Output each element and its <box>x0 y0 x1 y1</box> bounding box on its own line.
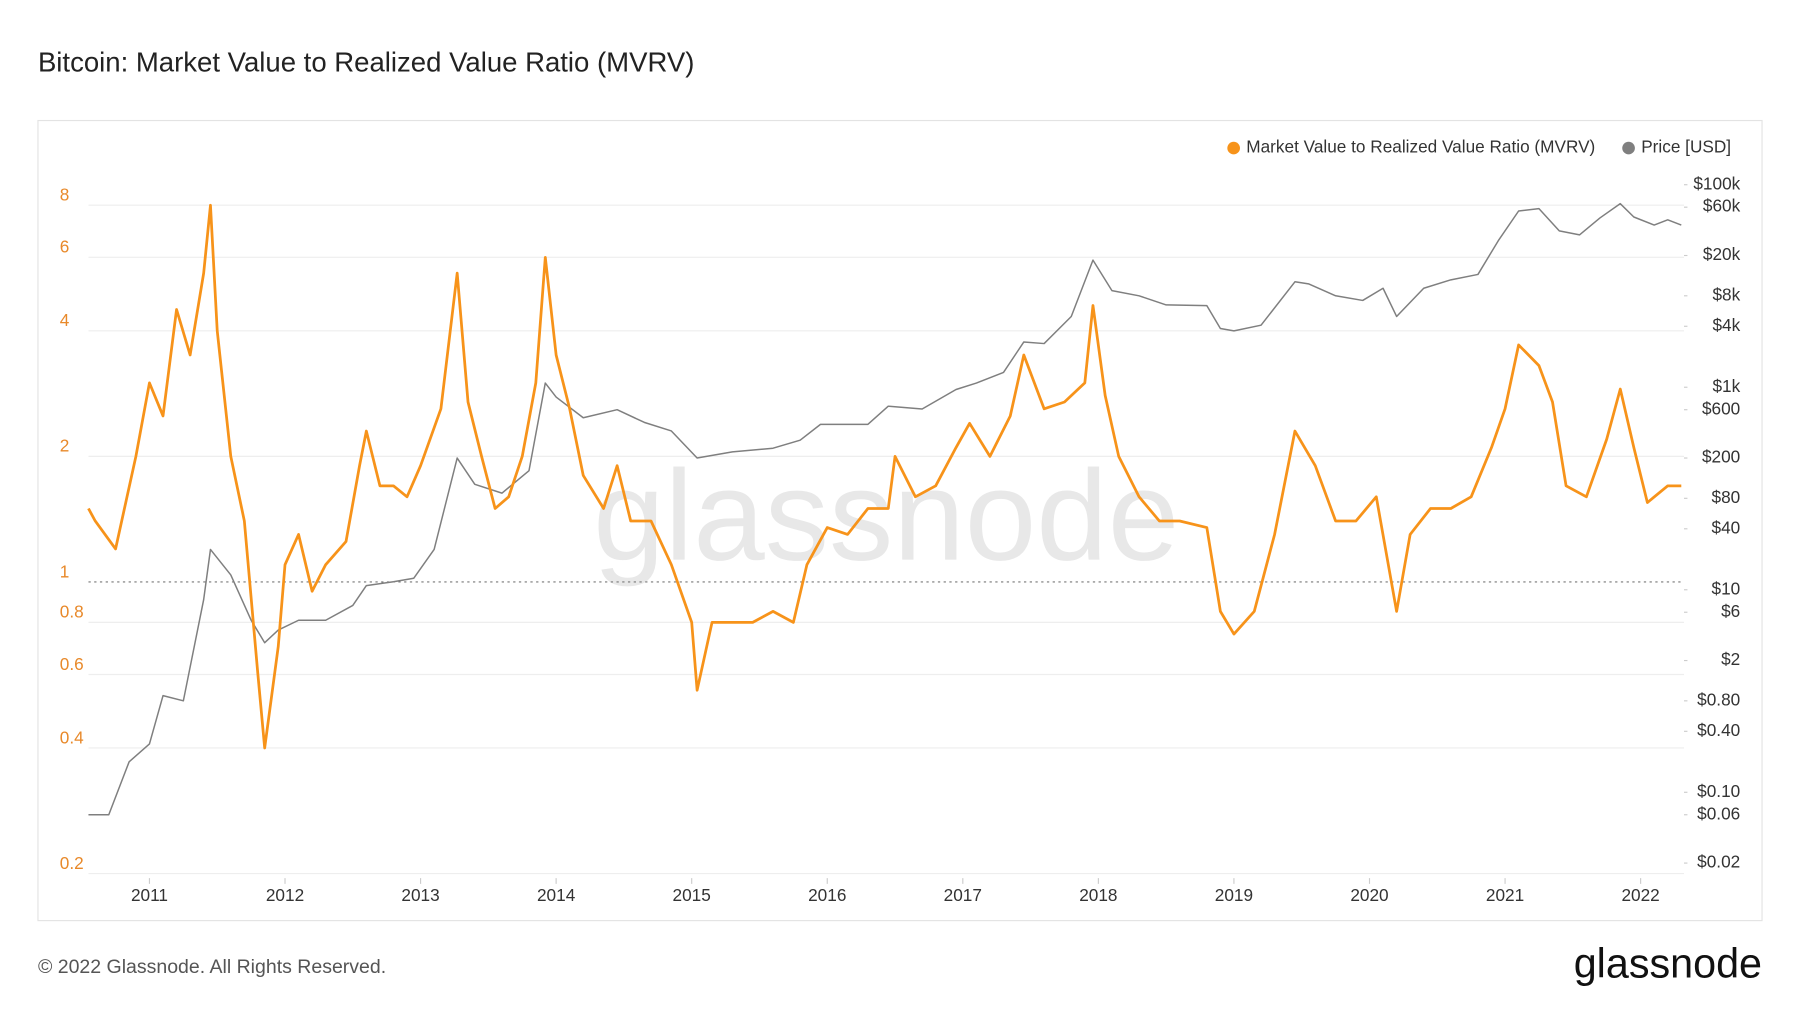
legend-marker <box>1622 141 1635 155</box>
y2-tick-label: $600 <box>1702 398 1740 418</box>
legend-label: Market Value to Realized Value Ratio (MV… <box>1246 137 1595 157</box>
series-line <box>88 202 1682 816</box>
y2-tick-label: $0.06 <box>1697 803 1740 823</box>
y-tick-label: 8 <box>60 185 70 205</box>
y2-tick-label: $0.80 <box>1697 689 1740 709</box>
y2-tick-label: $10 <box>1712 578 1741 598</box>
y2-tick-label: $20k <box>1703 244 1741 264</box>
y2-tick-label: $1k <box>1712 376 1740 396</box>
watermark: glassnode <box>593 445 1179 588</box>
x-tick-label: 2020 <box>1350 885 1388 905</box>
y2-tick-label: $2 <box>1721 649 1740 669</box>
x-tick-label: 2012 <box>266 885 304 905</box>
y-tick-label: 1 <box>60 561 70 581</box>
legend-marker <box>1227 141 1240 155</box>
x-tick-label: 2011 <box>131 885 168 905</box>
y2-tick-label: $60k <box>1703 196 1741 216</box>
y-tick-label: 0.8 <box>60 602 84 622</box>
y2-tick-label: $80 <box>1712 487 1741 507</box>
y-tick-label: 4 <box>60 310 70 330</box>
y-tick-label: 0.6 <box>60 654 84 674</box>
y2-tick-label: $0.10 <box>1697 781 1740 801</box>
x-tick-label: 2018 <box>1079 885 1117 905</box>
series-line <box>87 203 1682 750</box>
x-tick-label: 2016 <box>808 885 846 905</box>
x-tick-label: 2021 <box>1486 885 1524 905</box>
y-tick-label: 0.4 <box>60 727 84 747</box>
y2-tick-label: $100k <box>1693 173 1740 193</box>
chart-title: Bitcoin: Market Value to Realized Value … <box>38 47 694 78</box>
y2-tick-label: $4k <box>1712 315 1740 335</box>
x-tick-label: 2014 <box>537 885 576 905</box>
y2-tick-label: $6 <box>1721 601 1740 621</box>
x-tick-label: 2017 <box>944 885 982 905</box>
y2-tick-label: $0.02 <box>1697 852 1740 872</box>
y-tick-label: 0.2 <box>60 853 84 873</box>
y2-tick-label: $200 <box>1702 447 1740 467</box>
x-tick-label: 2013 <box>401 885 439 905</box>
y2-tick-label: $8k <box>1712 284 1740 304</box>
y2-tick-label: $0.40 <box>1697 720 1740 740</box>
x-tick-label: 2019 <box>1215 885 1253 905</box>
chart-panel <box>37 119 1763 922</box>
legend-label: Price [USD] <box>1641 137 1731 157</box>
footer: © 2022 Glassnode. All Rights Reserved. <box>38 956 386 978</box>
x-tick-label: 2015 <box>673 885 711 905</box>
y-tick-label: 2 <box>60 436 70 456</box>
y-tick-label: 6 <box>60 237 70 257</box>
y2-tick-label: $40 <box>1712 517 1741 537</box>
brand-logo: glassnode <box>1574 940 1762 986</box>
x-tick-label: 2022 <box>1621 885 1659 905</box>
